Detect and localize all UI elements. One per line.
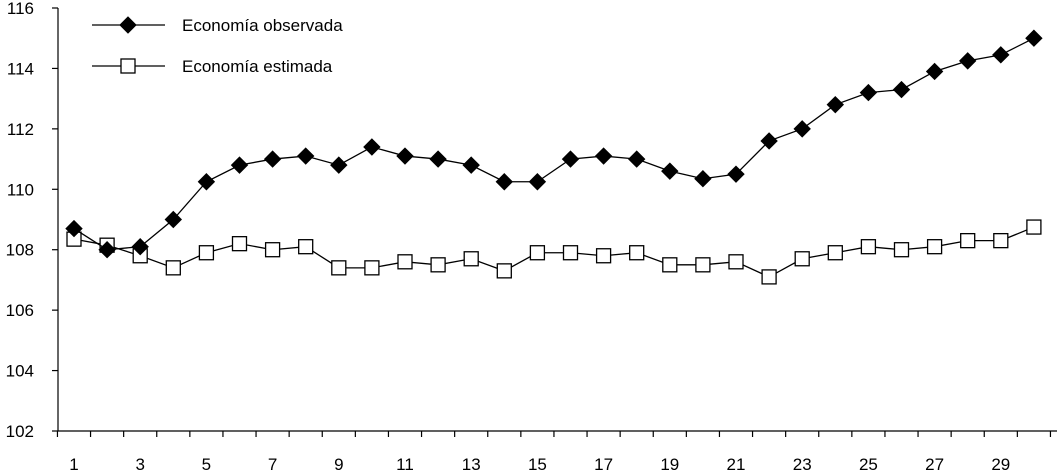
data-point <box>98 241 116 259</box>
data-point <box>794 251 810 267</box>
data-point <box>1026 219 1042 235</box>
y-tick-label: 110 <box>7 180 34 199</box>
data-point <box>662 257 678 273</box>
data-point <box>892 80 911 99</box>
x-tick-label: 5 <box>202 455 211 472</box>
legend-label: Economía observada <box>182 16 343 35</box>
data-point <box>164 210 183 229</box>
data-point <box>661 162 679 180</box>
data-point <box>165 260 181 276</box>
x-tick-label: 29 <box>991 455 1010 472</box>
x-tick-label: 1 <box>69 455 78 472</box>
data-point <box>760 132 778 150</box>
data-point <box>397 254 413 270</box>
data-point <box>1025 29 1043 47</box>
data-point <box>926 239 943 255</box>
x-tick-label: 3 <box>135 455 144 472</box>
data-point <box>595 248 612 264</box>
data-point <box>925 62 944 81</box>
data-point <box>893 242 910 258</box>
data-point <box>793 120 811 138</box>
x-tick-label: 23 <box>793 455 812 472</box>
y-tick-label: 116 <box>7 0 34 18</box>
data-point <box>960 232 976 249</box>
y-tick-label: 102 <box>6 422 34 441</box>
legend-marker <box>119 16 137 34</box>
data-point <box>495 173 514 191</box>
data-point <box>363 138 381 156</box>
data-point <box>826 95 845 114</box>
data-point <box>859 83 878 102</box>
x-tick-label: 11 <box>396 455 414 472</box>
data-point <box>827 245 843 261</box>
data-point <box>296 147 315 165</box>
data-point <box>993 232 1009 249</box>
data-point <box>860 239 877 255</box>
data-point <box>496 263 512 279</box>
x-tick-label: 21 <box>727 455 746 472</box>
y-tick-label: 112 <box>7 120 34 139</box>
data-point <box>429 150 447 168</box>
data-point <box>264 242 281 258</box>
data-point <box>298 239 314 255</box>
data-point <box>992 46 1010 64</box>
data-point <box>396 147 414 165</box>
data-point <box>695 257 711 273</box>
data-point <box>561 150 580 168</box>
x-tick-label: 25 <box>859 455 878 472</box>
series-layer <box>65 29 1043 285</box>
data-point <box>197 173 216 191</box>
x-tick-label: 13 <box>462 455 481 472</box>
data-point <box>462 156 480 174</box>
x-tick-label: 15 <box>528 455 547 472</box>
data-point <box>562 245 579 261</box>
data-point <box>263 150 282 168</box>
data-point <box>131 237 149 256</box>
data-point <box>629 245 645 261</box>
legend-label: Economía estimada <box>182 57 333 76</box>
y-tick-label: 108 <box>6 241 34 260</box>
data-point <box>231 236 248 252</box>
y-tick-label: 106 <box>6 301 34 320</box>
data-point <box>198 245 215 261</box>
x-tick-label: 19 <box>660 455 679 472</box>
data-point <box>694 170 712 188</box>
x-tick-label: 9 <box>334 455 343 472</box>
data-point <box>230 156 249 174</box>
x-tick-label: 17 <box>594 455 613 472</box>
data-point <box>627 150 646 168</box>
data-point <box>958 52 977 70</box>
data-point <box>430 257 446 273</box>
series-line <box>73 226 1035 278</box>
data-point <box>463 251 479 267</box>
data-point <box>65 219 83 238</box>
data-point <box>331 260 347 276</box>
x-tick-label: 7 <box>268 455 277 472</box>
data-point <box>529 245 546 261</box>
data-point <box>330 156 348 174</box>
data-point <box>728 254 744 270</box>
y-tick-label: 104 <box>6 362 34 381</box>
data-point <box>594 147 613 165</box>
data-point <box>761 269 777 285</box>
data-point <box>528 173 547 191</box>
legend: Economía observada Economía estimada <box>92 16 343 76</box>
data-point <box>727 165 745 183</box>
x-tick-label: 27 <box>925 455 944 472</box>
legend-marker <box>120 58 136 74</box>
y-tick-label: 114 <box>7 59 34 78</box>
data-point <box>364 260 380 276</box>
